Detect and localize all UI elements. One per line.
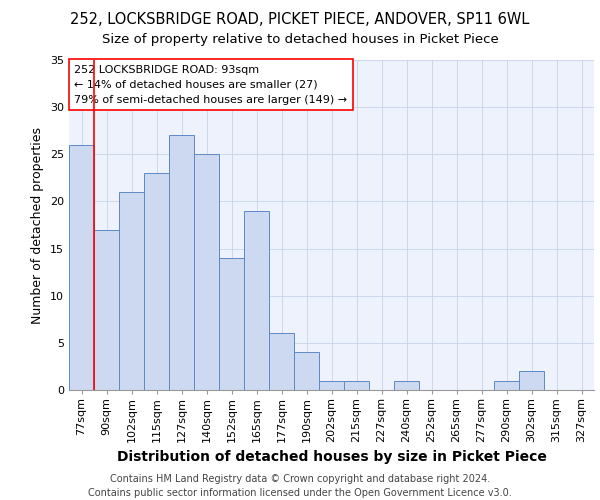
Bar (94, 230, 119, 390)
Text: 252 LOCKSBRIDGE ROAD: 93sqm
← 14% of detached houses are smaller (27)
79% of sem: 252 LOCKSBRIDGE ROAD: 93sqm ← 14% of det… (74, 65, 347, 104)
Bar (169, 136, 194, 390)
Bar (394, 380, 419, 390)
Text: Contains HM Land Registry data © Crown copyright and database right 2024.
Contai: Contains HM Land Registry data © Crown c… (88, 474, 512, 498)
Bar (344, 380, 369, 390)
Bar (294, 352, 319, 390)
Bar (194, 154, 219, 390)
Text: 252, LOCKSBRIDGE ROAD, PICKET PIECE, ANDOVER, SP11 6WL: 252, LOCKSBRIDGE ROAD, PICKET PIECE, AND… (70, 12, 530, 28)
Bar (69, 145, 94, 390)
X-axis label: Distribution of detached houses by size in Picket Piece: Distribution of detached houses by size … (116, 450, 547, 464)
Bar (244, 211, 269, 390)
Bar (119, 192, 144, 390)
Bar (144, 173, 169, 390)
Y-axis label: Number of detached properties: Number of detached properties (31, 126, 44, 324)
Text: Size of property relative to detached houses in Picket Piece: Size of property relative to detached ho… (101, 32, 499, 46)
Bar (269, 334, 294, 390)
Bar (219, 258, 244, 390)
Bar (494, 380, 519, 390)
Bar (319, 380, 344, 390)
Bar (519, 371, 544, 390)
